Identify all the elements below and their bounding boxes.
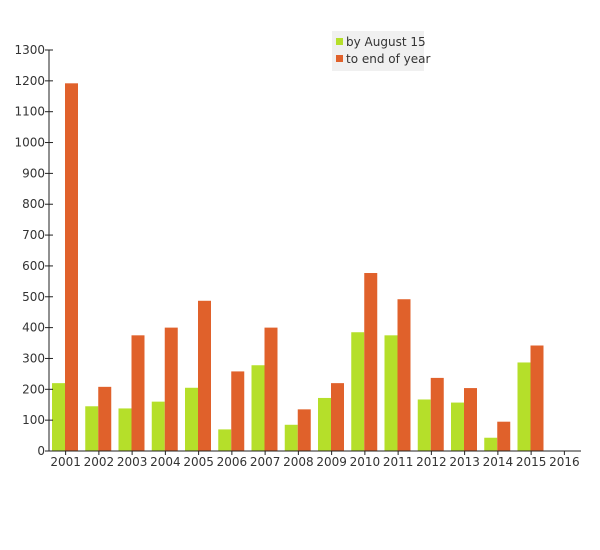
legend: by August 15 to end of year <box>332 31 430 71</box>
y-tick-label: 100 <box>22 413 45 427</box>
bar-series-2-2005 <box>198 300 211 451</box>
y-tick-label: 1200 <box>14 74 45 88</box>
legend-swatch-series-2 <box>336 55 343 62</box>
x-tick-label: 2013 <box>449 455 480 469</box>
y-tick-label: 1300 <box>14 43 45 57</box>
x-tick-label: 2011 <box>383 455 414 469</box>
y-tick-label: 1100 <box>14 105 45 119</box>
bar-series-2-2001 <box>65 83 78 451</box>
legend-label-series-1: by August 15 <box>346 35 426 49</box>
y-tick-label: 1000 <box>14 136 45 150</box>
bar-series-2-2015 <box>530 345 544 451</box>
bar-series-1-2011 <box>384 335 398 451</box>
bar-series-1-2010 <box>351 332 365 451</box>
bar-series-1-2007 <box>251 365 265 451</box>
x-tick-label: 2005 <box>183 455 214 469</box>
axes-layer <box>48 50 581 452</box>
y-tick-label: 800 <box>22 197 45 211</box>
bar-series-2-2010 <box>364 273 378 451</box>
bar-series-1-2013 <box>451 402 464 451</box>
x-tick-label: 2008 <box>283 455 314 469</box>
x-tick-label: 2001 <box>50 455 81 469</box>
bar-series-2-2009 <box>331 383 344 451</box>
y-tick-label: 200 <box>22 382 45 396</box>
bar-series-2-2008 <box>297 409 311 451</box>
x-tick-label: 2006 <box>217 455 248 469</box>
legend-label-series-2: to end of year <box>346 52 431 66</box>
x-tick-label: 2002 <box>84 455 115 469</box>
bar-series-1-2015 <box>517 362 531 451</box>
bar-series-2-2012 <box>430 377 444 451</box>
y-tick-layer: 0 100 200 300 400 500 600 700 800 900 1000 1100 1200… <box>14 43 53 458</box>
bar-series-1-2012 <box>417 399 431 451</box>
x-tick-label: 2007 <box>250 455 281 469</box>
bar-series-2-2003 <box>131 335 145 451</box>
y-tick-label: 600 <box>22 259 45 273</box>
bar-series-1-2014 <box>484 437 498 451</box>
bars-layer <box>52 83 544 451</box>
x-tick-label: 2010 <box>350 455 381 469</box>
y-tick-label: 700 <box>22 228 45 242</box>
bar-series-1-2008 <box>284 424 298 451</box>
bar-series-2-2002 <box>98 386 112 451</box>
bar-series-2-2004 <box>164 327 178 451</box>
x-tick-label: 2015 <box>516 455 547 469</box>
x-tick-label: 2004 <box>150 455 181 469</box>
bar-series-1-2003 <box>118 408 132 451</box>
x-tick-label: 2016 <box>549 455 580 469</box>
y-tick-label: 900 <box>22 166 45 180</box>
legend-item-series-1: by August 15 <box>336 34 426 50</box>
legend-swatch-series-1 <box>336 38 343 45</box>
x-tick-label: 2009 <box>316 455 347 469</box>
bar-series-1-2004 <box>151 401 165 451</box>
bar-series-1-2005 <box>185 387 198 451</box>
y-tick-label: 0 <box>37 444 45 458</box>
bar-series-2-2011 <box>397 299 411 451</box>
bar-series-1-2006 <box>218 429 232 451</box>
legend-item-series-2: to end of year <box>336 51 430 67</box>
y-tick-label: 300 <box>22 351 45 365</box>
x-tick-layer: 2001 2002 2003 2004 2005 2006 2007 2008 2009 2010… <box>50 451 580 469</box>
bar-series-2-2006 <box>231 371 245 451</box>
y-tick-label: 400 <box>22 321 45 335</box>
y-tick-label: 500 <box>22 290 45 304</box>
bar-series-2-2014 <box>497 421 511 451</box>
x-tick-label: 2012 <box>416 455 447 469</box>
bar-series-1-2009 <box>318 397 331 451</box>
bar-series-2-2013 <box>464 388 477 451</box>
x-tick-label: 2003 <box>117 455 148 469</box>
bar-series-1-2001 <box>52 383 65 451</box>
bar-series-1-2002 <box>85 406 99 451</box>
x-tick-label: 2014 <box>483 455 514 469</box>
bar-series-2-2007 <box>264 327 278 451</box>
